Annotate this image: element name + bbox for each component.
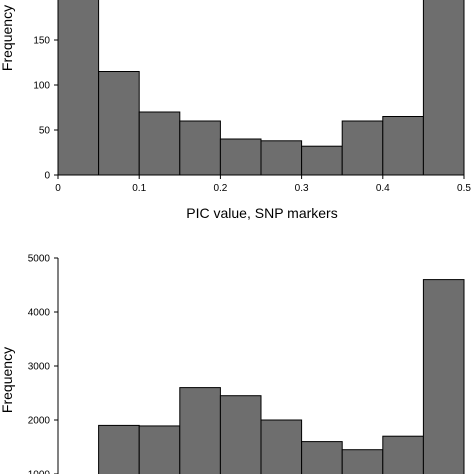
chart2-bars — [98, 279, 465, 474]
chart2-ticks: 1000 2000 3000 4000 5000 — [28, 254, 58, 474]
chart1-bar — [219, 138, 262, 176]
chart2-ylabel: Frequency — [0, 347, 15, 413]
chart2-ytick-label: 3000 — [28, 362, 51, 373]
chart1-bar — [138, 111, 181, 176]
chart1-bar — [179, 120, 221, 176]
chart1-bar — [301, 145, 343, 176]
chart1-bar — [57, 0, 100, 176]
chart2-bar — [98, 424, 140, 474]
chart2-ytick-label: 2000 — [28, 416, 51, 427]
chart1-ytick-label: 150 — [33, 36, 50, 47]
chart-frequency-histogram: Frequency 1000 2000 3000 4000 5000 — [0, 254, 465, 474]
chart2-ytick-label: 4000 — [28, 308, 51, 319]
chart1-xlabel: PIC value, SNP markers — [186, 205, 337, 221]
chart2-bar — [260, 419, 303, 474]
chart1-bar — [260, 140, 303, 176]
chart1-xtick-label: 0.5 — [457, 183, 471, 194]
chart2-bar — [179, 387, 221, 474]
chart1-bar — [341, 120, 384, 176]
chart1-xtick-label: 0 — [55, 183, 61, 194]
chart1-bar — [422, 0, 465, 176]
chart1-ytick-label: 0 — [44, 171, 50, 182]
chart2-bar — [341, 449, 384, 474]
chart1-ytick-label: 100 — [33, 81, 50, 92]
chart1-xtick-label: 0.1 — [132, 183, 146, 194]
chart1-ticks: 0 0.1 0.2 0.3 0.4 0.5 0 50 100 150 — [33, 36, 471, 195]
chart2-ytick-label: 5000 — [28, 254, 51, 265]
chart1-xtick-label: 0.4 — [376, 183, 390, 194]
chart1-ytick-label: 50 — [39, 126, 51, 137]
chart-pic-histogram: Frequency PIC value, SNP markers 0 0.1 0.2… — [0, 0, 471, 221]
chart1-bar — [382, 116, 424, 176]
chart2-ytick-label: 1000 — [28, 470, 51, 474]
chart2-bar — [138, 425, 181, 474]
chart1-ylabel: Frequency — [0, 5, 15, 71]
chart2-bar — [422, 279, 465, 474]
chart1-bar — [98, 71, 140, 176]
chart2-bar — [219, 395, 262, 474]
chart2-bar — [301, 441, 343, 474]
chart1-xtick-label: 0.2 — [213, 183, 227, 194]
chart1-xtick-label: 0.3 — [295, 183, 309, 194]
chart2-bar — [382, 435, 424, 474]
chart1-bars — [57, 0, 465, 176]
